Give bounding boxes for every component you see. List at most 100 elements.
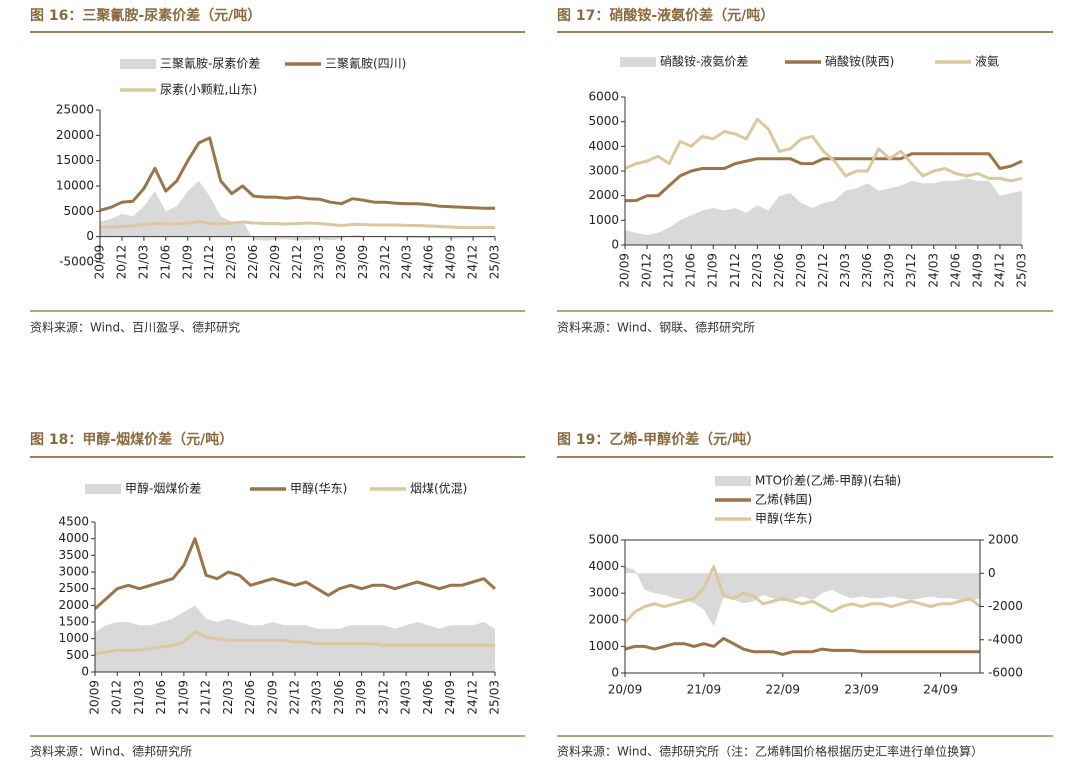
x-tick-label: 22/12 [816, 253, 830, 288]
x-tick-label: 25/03 [488, 245, 502, 280]
x-tick-label: 22/09 [265, 680, 279, 715]
x-tick-label: 24/12 [992, 253, 1006, 288]
y-tick-label: 5000 [63, 204, 94, 218]
x-tick-label: 22/09 [794, 253, 808, 288]
area [625, 566, 980, 627]
x-tick-label: 20/09 [93, 245, 107, 280]
legend-label: MTO价差(乙烯-甲醇)(右轴) [755, 473, 901, 488]
line [93, 537, 497, 610]
line [99, 220, 495, 229]
x-tick-label: 24/09 [923, 683, 958, 697]
y-tick-label: 0 [611, 666, 619, 680]
y-tick-label: 5000 [588, 114, 619, 128]
x-tick-label: 22/12 [290, 245, 304, 280]
y-tick-label: 3000 [588, 586, 619, 600]
legend-label: 尿素(小颗粒,山东) [160, 82, 257, 97]
x-tick-label: 24/03 [400, 245, 414, 280]
x-tick-label: 24/12 [465, 680, 479, 715]
y-tick-label: 0 [611, 238, 619, 252]
y-tick-label: 2000 [588, 612, 619, 626]
y-tick-label: 3000 [58, 565, 89, 579]
legend-label: 烟煤(优混) [410, 482, 467, 496]
legend-swatch [620, 57, 656, 67]
y-tick-label: 2000 [588, 188, 619, 202]
y-tick-label: 2500 [58, 581, 89, 595]
x-tick-label: 24/06 [948, 253, 962, 288]
y-tick-label: 10000 [56, 179, 94, 193]
legend-label: 甲醇-烟煤价差 [125, 481, 201, 496]
y-tick-label: 4000 [58, 531, 89, 545]
x-tick-label: 23/06 [860, 253, 874, 288]
x-tick-label: 22/09 [268, 245, 282, 280]
line [624, 117, 1023, 183]
x-tick-label: 21/03 [132, 680, 146, 715]
y-tick-label: 5000 [588, 533, 619, 547]
y2-tick-label: 2000 [988, 533, 1019, 547]
line [99, 136, 495, 212]
x-tick-label: 22/06 [243, 680, 257, 715]
line [623, 565, 981, 624]
x-tick-label: 24/03 [926, 253, 940, 288]
line [94, 630, 495, 656]
x-tick-label: 21/06 [684, 253, 698, 288]
x-tick-label: 21/12 [202, 245, 216, 280]
legend-swatch [715, 476, 751, 486]
x-tick-label: 20/09 [608, 683, 643, 697]
x-tick-label: 22/06 [246, 245, 260, 280]
x-tick-label: 23/12 [904, 253, 918, 288]
y-tick-label: 1500 [58, 615, 89, 629]
figure-source: 资料来源：Wind、德邦研究所 [30, 744, 192, 759]
y-tick-label: 0 [81, 665, 89, 679]
y2-tick-label: -6000 [988, 666, 1023, 680]
y-tick-label: -5000 [59, 255, 94, 269]
y-tick-label: 6000 [588, 90, 619, 104]
x-tick-label: 24/03 [399, 680, 413, 715]
y-tick-label: 3500 [58, 548, 89, 562]
x-tick-label: 24/12 [466, 245, 480, 280]
x-tick-label: 21/09 [180, 245, 194, 280]
y-tick-label: 3000 [588, 164, 619, 178]
x-tick-label: 23/09 [882, 253, 896, 288]
figure-source: 资料来源：Wind、德邦研究所（注：乙烯韩国价格根据历史汇率进行单位换算） [557, 744, 983, 759]
x-tick-label: 21/12 [728, 253, 742, 288]
x-tick-label: 24/09 [443, 680, 457, 715]
y-tick-label: 20000 [56, 128, 94, 142]
x-tick-label: 24/09 [970, 253, 984, 288]
x-tick-label: 20/09 [618, 253, 632, 288]
y-tick-label: 4000 [588, 559, 619, 573]
y-tick-label: 500 [66, 648, 89, 662]
y-tick-label: 1000 [588, 639, 619, 653]
x-tick-label: 23/06 [332, 680, 346, 715]
x-tick-label: 24/09 [444, 245, 458, 280]
x-tick-label: 21/06 [158, 245, 172, 280]
x-tick-label: 21/06 [154, 680, 168, 715]
legend-label: 甲醇(华东) [755, 511, 812, 526]
x-tick-label: 20/12 [110, 680, 124, 715]
x-tick-label: 24/06 [421, 680, 435, 715]
figure-title: 图 16：三聚氰胺-尿素价差（元/吨） [30, 7, 261, 24]
area [95, 605, 495, 672]
x-tick-label: 21/12 [199, 680, 213, 715]
figure-title: 图 18：甲醇-烟煤价差（元/吨） [30, 431, 233, 448]
x-tick-label: 22/03 [750, 253, 764, 288]
x-tick-label: 21/03 [136, 245, 150, 280]
x-tick-label: 23/06 [334, 245, 348, 280]
x-tick-label: 23/12 [378, 245, 392, 280]
x-tick-label: 23/12 [376, 680, 390, 715]
x-tick-label: 21/09 [176, 680, 190, 715]
y-tick-label: 15000 [56, 153, 94, 167]
figure-title: 图 17：硝酸铵-液氨价差（元/吨） [557, 7, 774, 24]
x-tick-label: 20/12 [640, 253, 654, 288]
x-tick-label: 21/03 [662, 253, 676, 288]
x-tick-label: 22/03 [221, 680, 235, 715]
y-tick-label: 4000 [588, 139, 619, 153]
line [624, 636, 980, 656]
legend-label: 硝酸铵(陕西) [825, 54, 894, 69]
y-tick-label: 1000 [588, 213, 619, 227]
x-tick-label: 23/03 [312, 245, 326, 280]
y-tick-label: 4500 [58, 515, 89, 529]
figure-source: 资料来源：Wind、百川盈孚、德邦研究 [30, 320, 240, 335]
x-tick-label: 20/12 [114, 245, 128, 280]
